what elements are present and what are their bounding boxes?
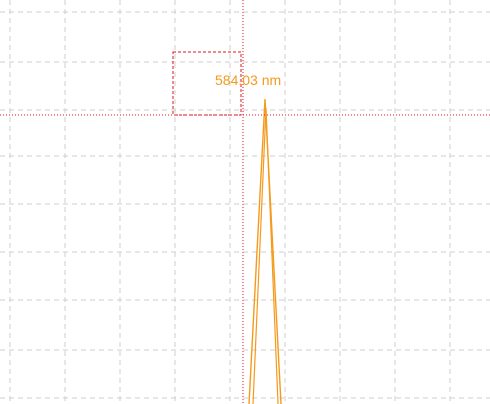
spectrum-peak xyxy=(248,98,282,404)
spectrum-peak-inner xyxy=(252,107,279,404)
label-box xyxy=(172,51,242,116)
peak-label: 584.03 nm xyxy=(215,72,281,88)
